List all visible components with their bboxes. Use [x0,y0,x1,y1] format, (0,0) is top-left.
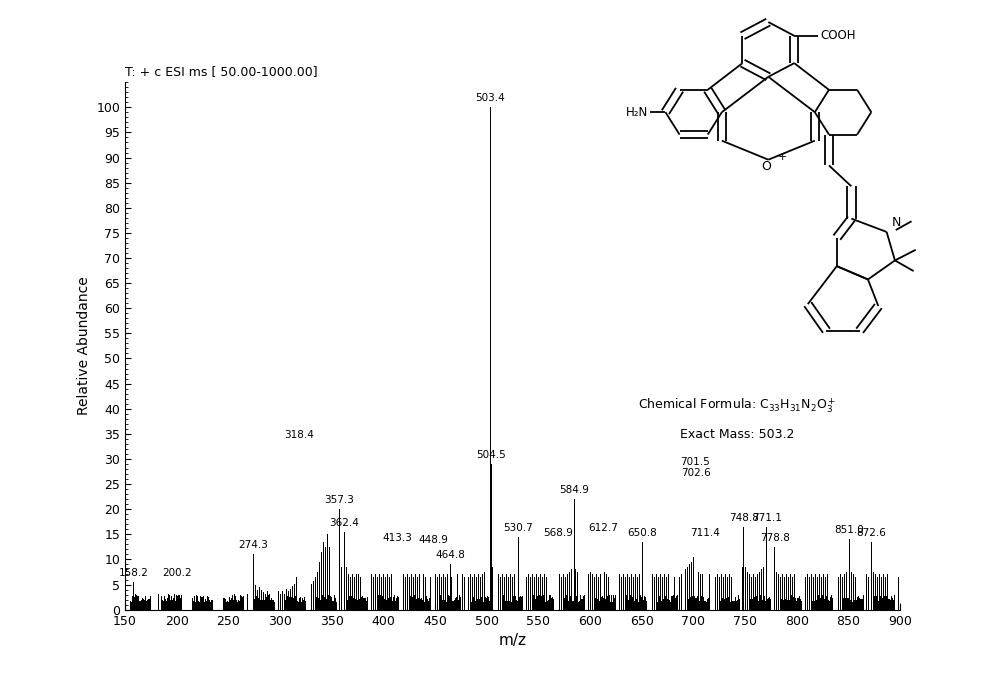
Text: 771.1: 771.1 [752,513,782,523]
Text: 503.4: 503.4 [475,93,505,103]
Text: H₂N: H₂N [626,105,648,119]
Text: O: O [761,160,771,173]
Text: 413.3: 413.3 [382,533,412,543]
Text: 530.7: 530.7 [504,523,533,533]
Text: 872.6: 872.6 [857,528,887,538]
Text: COOH: COOH [820,29,855,42]
Text: 504.5: 504.5 [476,450,506,460]
Text: 318.4: 318.4 [284,430,314,440]
Text: 362.4: 362.4 [330,518,359,527]
Text: 702.6: 702.6 [681,468,711,477]
Text: Exact Mass: 503.2: Exact Mass: 503.2 [680,427,794,440]
Text: 612.7: 612.7 [588,523,618,533]
X-axis label: m/z: m/z [498,633,526,648]
Text: N: N [892,216,901,229]
Text: 568.9: 568.9 [543,528,573,538]
Text: Chemical Formula: $\mathregular{C_{33}H_{31}N_2O_3^+}$: Chemical Formula: $\mathregular{C_{33}H_… [638,396,836,415]
Text: 274.3: 274.3 [239,540,268,550]
Text: 464.8: 464.8 [435,551,465,560]
Text: 748.8: 748.8 [729,513,759,523]
Text: 650.8: 650.8 [628,528,657,538]
Text: 711.4: 711.4 [690,528,720,538]
Text: +: + [777,151,787,162]
Text: T: + c ESI ms [ 50.00-1000.00]: T: + c ESI ms [ 50.00-1000.00] [125,65,318,78]
Text: 778.8: 778.8 [760,533,790,543]
Text: 448.9: 448.9 [419,536,449,545]
Text: 357.3: 357.3 [324,495,354,505]
Text: 200.2: 200.2 [162,568,192,578]
Y-axis label: Relative Abundance: Relative Abundance [77,277,91,415]
Text: 158.2: 158.2 [119,568,148,578]
Text: 584.9: 584.9 [559,485,589,495]
Text: 701.5: 701.5 [680,458,710,467]
Text: 851.0: 851.0 [834,525,864,535]
